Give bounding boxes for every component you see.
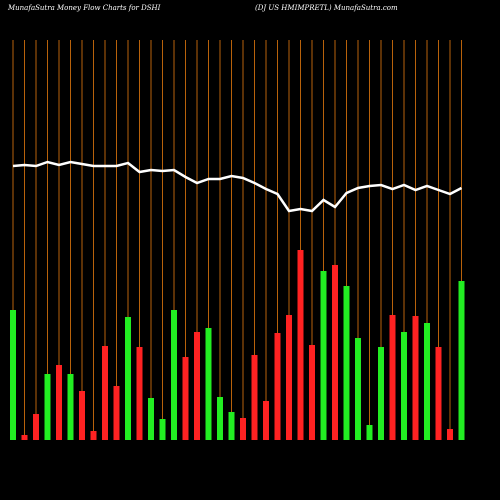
bar: [171, 310, 177, 440]
bar: [263, 401, 269, 440]
bar: [297, 250, 304, 440]
bar: [79, 391, 85, 440]
bar: [412, 316, 419, 440]
bar: [343, 286, 350, 440]
bar: [435, 347, 442, 440]
bar: [274, 333, 281, 440]
bar: [251, 355, 258, 440]
bar: [378, 347, 384, 440]
bar: [217, 397, 223, 440]
bar: [309, 345, 315, 440]
bar: [401, 332, 407, 440]
bar: [182, 357, 189, 440]
bar: [67, 374, 74, 440]
bar: [44, 374, 51, 440]
bar: [366, 425, 373, 440]
bar: [10, 310, 16, 440]
bar: [286, 315, 292, 440]
bar: [136, 347, 143, 440]
bar: [56, 365, 62, 440]
bar: [458, 281, 465, 440]
bar: [205, 328, 212, 440]
bar: [21, 435, 28, 440]
bar: [424, 323, 430, 440]
chart-title: MunafaSutra Money Flow Charts for DSHI: [7, 4, 161, 12]
bar: [125, 317, 131, 440]
bar: [159, 419, 166, 440]
bar: [320, 271, 327, 440]
bar: [113, 386, 120, 440]
bar: [389, 315, 396, 440]
bar: [148, 398, 154, 440]
bar: [332, 265, 338, 440]
bar: [90, 431, 97, 440]
bar: [194, 332, 200, 440]
price-line: [12, 160, 463, 213]
bar: [102, 346, 108, 440]
bar: [447, 429, 453, 440]
bar: [33, 414, 39, 440]
chart-subtitle: (DJ US HMIMPRETL) MunafaSutra.com: [255, 4, 398, 12]
bar: [355, 338, 361, 440]
bar: [228, 412, 235, 440]
bar: [240, 418, 246, 440]
